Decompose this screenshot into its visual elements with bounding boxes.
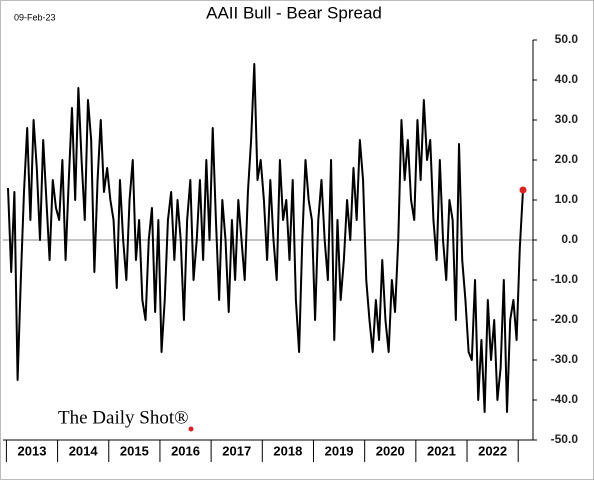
line xyxy=(7,63,524,413)
y-tick-label: -50.0 xyxy=(551,432,579,446)
x-tick-label: 2015 xyxy=(120,443,149,458)
y-tick-label: 20.0 xyxy=(555,152,579,166)
x-tick-label: 2018 xyxy=(273,443,302,458)
x-tick-label: 2022 xyxy=(478,443,507,458)
last-point xyxy=(519,186,527,194)
watermark-dot xyxy=(188,426,194,432)
x-tick-label: 2021 xyxy=(427,443,456,458)
y-tick-label: -30.0 xyxy=(551,352,579,366)
x-tick-label: 2014 xyxy=(69,443,99,458)
y-tick-label: -10.0 xyxy=(551,272,579,286)
date-stamp: 09-Feb-23 xyxy=(14,12,56,22)
x-tick-label: 2019 xyxy=(325,443,354,458)
y-tick-label: -40.0 xyxy=(551,392,579,406)
y-tick-label: -20.0 xyxy=(551,312,579,326)
x-tick-label: 2016 xyxy=(171,443,200,458)
y-tick-label: 10.0 xyxy=(555,192,579,206)
y-tick-label: 40.0 xyxy=(555,72,579,86)
y-tick-label: 0.0 xyxy=(561,232,578,246)
chart-title: AAII Bull - Bear Spread xyxy=(206,3,382,22)
y-tick-label: 50.0 xyxy=(555,32,579,46)
y-tick-label: 30.0 xyxy=(555,112,579,126)
watermark: The Daily Shot® xyxy=(58,407,189,428)
x-tick-label: 2013 xyxy=(18,443,47,458)
x-tick-label: 2017 xyxy=(222,443,251,458)
x-tick-label: 2020 xyxy=(376,443,405,458)
